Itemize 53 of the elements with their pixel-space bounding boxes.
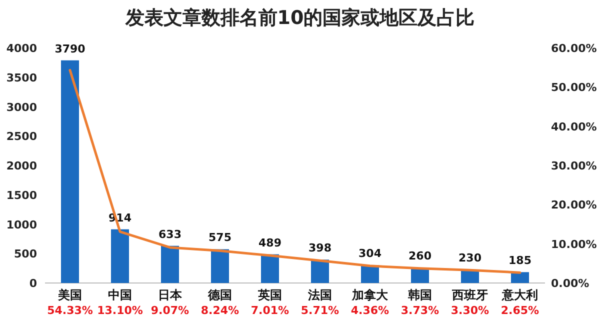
x-tick-label: 西班牙 — [451, 288, 488, 302]
data-label: 9.07% — [150, 304, 190, 317]
data-label: 7.01% — [250, 304, 290, 317]
y2-tick-label: 40.00% — [551, 120, 597, 134]
data-label: 398 — [308, 242, 332, 255]
data-label: 3.73% — [400, 304, 440, 317]
data-label: 260 — [408, 250, 432, 263]
y-tick-label: 2500 — [6, 130, 38, 144]
y2-tick-label: 0.00% — [551, 277, 590, 290]
data-label: 633 — [158, 228, 182, 241]
bar — [161, 246, 179, 283]
x-tick-label: 日本 — [158, 288, 183, 302]
bar — [311, 260, 329, 283]
y-tick-label: 2000 — [6, 160, 38, 172]
y-tick-label: 1500 — [6, 188, 38, 202]
data-label: 2.65% — [500, 304, 540, 317]
x-tick-label: 中国 — [108, 288, 132, 302]
x-tick-label: 韩国 — [407, 288, 432, 302]
x-tick-label: 加拿大 — [351, 288, 389, 302]
bar — [211, 249, 229, 283]
bar — [261, 254, 279, 283]
y2-tick-label: 60.00% — [551, 42, 597, 55]
x-tick-label: 美国 — [57, 288, 82, 302]
x-tick-label: 法国 — [307, 288, 332, 302]
bar — [111, 229, 129, 283]
y2-tick-label: 30.00% — [551, 160, 597, 172]
data-label: 54.33% — [47, 304, 93, 317]
x-tick-label: 意大利 — [501, 288, 538, 302]
data-label: 3.30% — [450, 304, 490, 317]
y2-tick-label: 20.00% — [551, 198, 597, 212]
data-label: 3790 — [54, 42, 86, 56]
data-label: 230 — [458, 251, 482, 264]
y2-tick-label: 50.00% — [551, 81, 597, 94]
y-tick-label: 1000 — [6, 218, 38, 232]
chart-title: 发表文章数排名前10的国家或地区及占比 — [124, 7, 475, 29]
bar — [61, 60, 79, 283]
y2-tick-label: 10.00% — [551, 238, 597, 251]
x-tick-label: 德国 — [207, 288, 232, 302]
data-label: 575 — [208, 231, 232, 244]
bar — [511, 272, 529, 283]
data-label: 304 — [358, 247, 382, 260]
data-label: 13.10% — [97, 304, 143, 317]
data-label: 4.36% — [350, 304, 390, 317]
y-tick-label: 3500 — [6, 71, 38, 84]
y-tick-label: 3000 — [6, 100, 38, 114]
data-label: 489 — [258, 236, 282, 250]
y-tick-label: 0 — [29, 277, 38, 290]
x-tick-label: 英国 — [257, 288, 282, 302]
y-tick-label: 4000 — [6, 42, 38, 55]
data-label: 185 — [508, 254, 532, 268]
data-label: 5.71% — [300, 304, 340, 317]
y-tick-label: 500 — [14, 248, 38, 261]
data-label: 8.24% — [200, 304, 240, 317]
